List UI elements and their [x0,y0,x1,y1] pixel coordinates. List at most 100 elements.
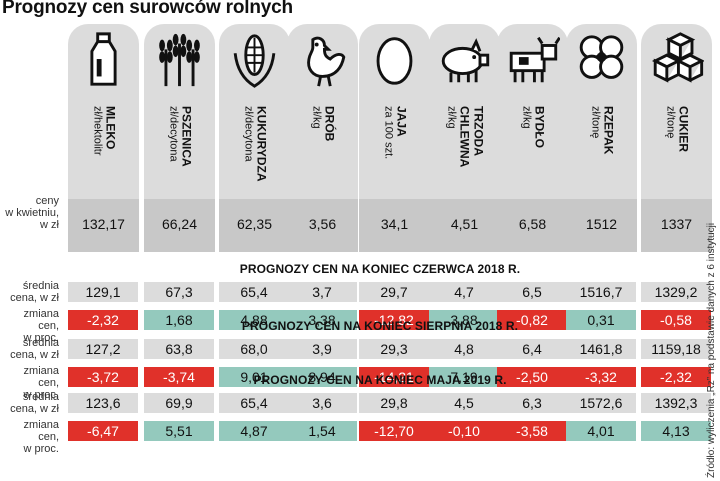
price-change-cell: -3,72 [68,367,138,387]
avg-price-label: średnia cena, w zł [10,337,59,361]
current-price: 1337 [660,216,693,232]
column-header-cukier: CUKIER zł/tonę [641,24,712,252]
price-change-cell: -12,82 [359,310,429,330]
avg-price-cell: 29,7 [359,282,429,302]
current-price: 4,51 [450,216,479,232]
price-change-cell: 4,13 [641,421,711,441]
avg-price-cell: 29,8 [359,393,429,413]
current-price: 6,58 [518,216,547,232]
column-unit: zł/hektolitr [91,106,103,156]
column-name: TRZODA CHLEWNA [457,106,485,168]
avg-price-cell: 1392,3 [641,393,711,413]
current-price: 3,56 [308,216,337,232]
price-change-cell: -3,58 [497,421,567,441]
avg-price-cell: 65,4 [219,393,289,413]
avg-price-cell: 63,8 [144,339,214,359]
price-change-cell: 4,87 [219,421,289,441]
column-unit: za 100 szt. [382,106,394,160]
column-unit: zł/tonę [589,106,601,139]
price-change-cell: 3,88 [429,310,499,330]
avg-price-cell: 3,6 [287,393,357,413]
price-change-cell: -2,32 [641,367,711,387]
column-name: PSZENICA [179,106,193,167]
section-title: PROGNOZY CEN NA KONIEC SIERPNIA 2018 R. [241,319,519,333]
avg-price-cell: 6,3 [497,393,567,413]
column-name: MLEKO [103,106,117,150]
column-unit: zł/kg [310,106,322,129]
column-name: DRÓB [322,106,336,142]
column-unit: zł/tonę [664,106,676,139]
section-title: PROGNOZY CEN NA KONIEC MAJA 2019 R. [253,373,507,387]
avg-price-cell: 65,4 [219,282,289,302]
section-title: PROGNOZY CEN NA KONIEC CZERWCA 2018 R. [239,262,521,276]
price-change-cell: 8,94 [287,367,357,387]
avg-price-cell: 127,2 [68,339,138,359]
current-price: 34,1 [380,216,409,232]
price-change-cell: 4,01 [566,421,636,441]
current-price: 132,17 [82,216,125,232]
avg-price-cell: 129,1 [68,282,138,302]
price-change-cell: 0,31 [566,310,636,330]
milk-bottle-icon [90,32,117,86]
price-change-cell: -0,58 [641,310,711,330]
avg-price-cell: 4,5 [429,393,499,413]
price-change-cell: -3,74 [144,367,214,387]
current-price: 66,24 [161,216,198,232]
change-label: zmiana cen, w proc. [23,419,59,455]
price-change-cell: 9,01 [219,367,289,387]
change-label: zmiana cen, w proc. [23,308,59,344]
price-change-cell: -2,50 [497,367,567,387]
avg-price-cell: 1572,6 [566,393,636,413]
column-name: JAJA [394,106,408,137]
avg-price-cell: 29,3 [359,339,429,359]
avg-price-label: średnia cena, w zł [10,280,59,304]
price-change-cell: -3,32 [566,367,636,387]
change-label: zmiana cen, w proc. [23,365,59,401]
price-change-cell: 1,68 [144,310,214,330]
column-name: RZEPAK [601,106,615,155]
source-text: Źródło: wyliczenia „Rz” na podstawie dan… [706,222,717,478]
avg-price-cell: 123,6 [68,393,138,413]
avg-price-cell: 1461,8 [566,339,636,359]
avg-price-cell: 6,5 [497,282,567,302]
price-change-cell: -2,32 [68,310,138,330]
price-change-cell: 7,19 [429,367,499,387]
page-title: Prognozy cen surowców rolnych [2,0,293,18]
current-price-label: ceny w kwietniu, w zł [5,195,59,231]
column-unit: zł/kg [445,106,457,129]
column-name: BYDŁO [532,106,546,148]
pig-icon [441,38,490,83]
price-change-cell: -0,82 [497,310,567,330]
price-change-cell: 1,54 [287,421,357,441]
corn-icon [233,34,276,88]
price-change-cell: 4,88 [219,310,289,330]
avg-price-cell: 67,3 [144,282,214,302]
column-unit: zł/decytona [242,106,254,162]
wheat-icon [159,33,200,87]
chicken-icon [307,36,346,87]
current-price: 62,35 [236,216,273,232]
avg-price-cell: 68,0 [219,339,289,359]
column-unit: zł/decytona [167,106,179,162]
avg-price-cell: 3,9 [287,339,357,359]
price-change-cell: -6,47 [68,421,138,441]
avg-price-cell: 4,8 [429,339,499,359]
avg-price-cell: 6,4 [497,339,567,359]
avg-price-cell: 1329,2 [641,282,711,302]
avg-price-cell: 1159,18 [641,339,711,359]
avg-price-cell: 1516,7 [566,282,636,302]
column-unit: zł/kg [520,106,532,129]
avg-price-cell: 4,7 [429,282,499,302]
egg-icon [376,37,413,85]
column-name: CUKIER [676,106,690,153]
column-name: KUKURYDZA [254,106,268,182]
price-change-cell: 3,38 [287,310,357,330]
price-change-cell: -0,10 [429,421,499,441]
cow-icon [509,36,560,83]
current-price: 1512 [585,216,618,232]
avg-price-label: średnia cena, w zł [10,391,59,415]
sugar-cubes-icon [651,32,704,83]
avg-price-cell: 3,7 [287,282,357,302]
price-change-cell: -12,70 [359,421,429,441]
rapeseed-flower-icon [579,35,624,79]
